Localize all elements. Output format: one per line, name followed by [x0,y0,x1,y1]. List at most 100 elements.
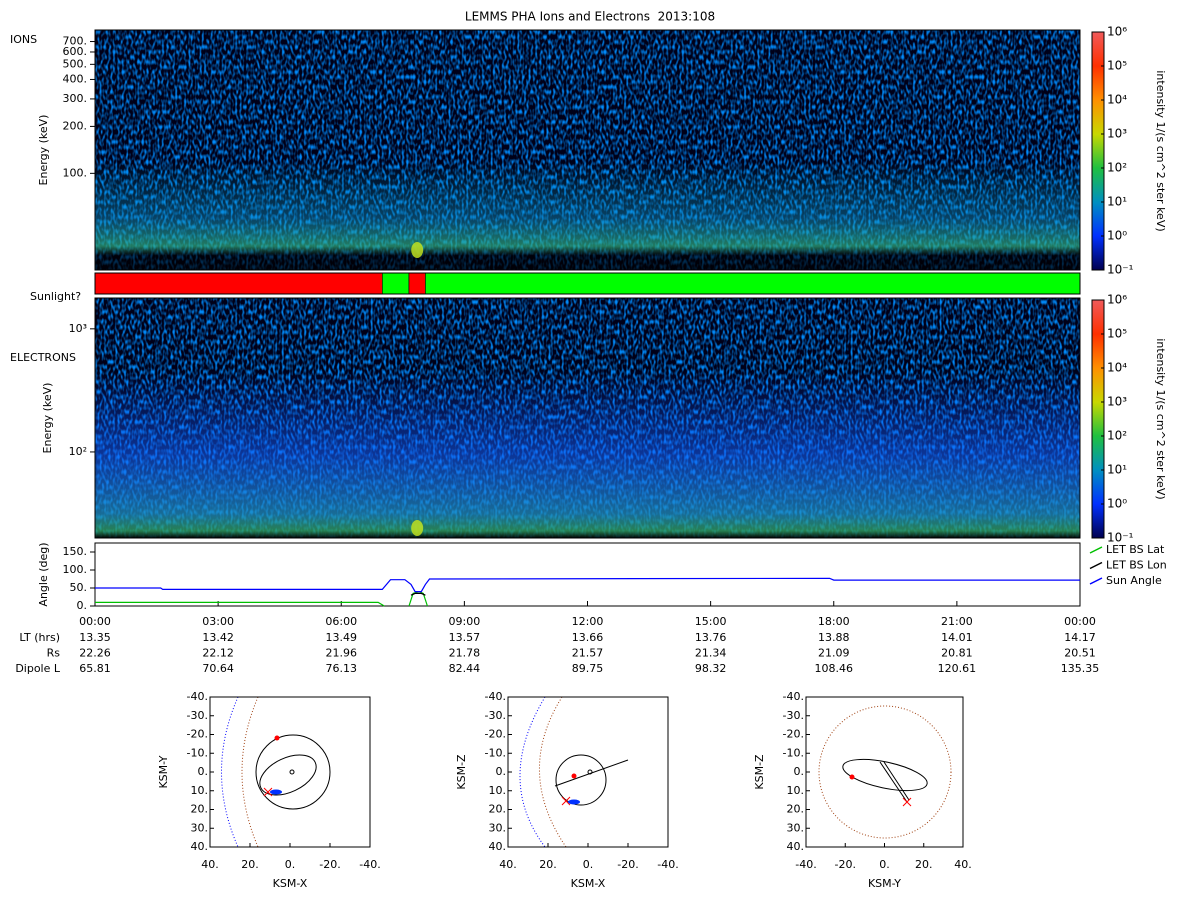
x-tick-label: 0. [285,858,296,871]
x-tick-label: 40. [499,858,517,871]
colorbar-tick-label: 10⁰ [1107,497,1127,511]
y-axis-label: KSM-Y [157,755,170,788]
y-tick-label: 10³ [69,322,87,335]
y-tick-label: 30. [787,821,805,834]
legend-swatch [1089,546,1103,554]
angle-line [95,590,428,607]
end-marker [561,796,571,806]
start-point [849,774,855,780]
ephemeris-value: 13.88 [818,631,850,644]
angle-line [95,577,1080,593]
ephemeris-value: 13.66 [572,631,604,644]
planet [289,769,295,775]
colorbar-tick-label: 10² [1107,161,1127,175]
ephemeris-value: 20.51 [1064,647,1096,660]
legend-label: LET BS Lat [1106,543,1165,556]
x-tick-label: -20. [617,858,638,871]
sunlight-frame [94,272,1081,295]
angle-line [410,592,426,596]
magnetopause [539,696,567,848]
x-tick-label: 0. [583,858,594,871]
spectrogram-glow [95,30,1080,270]
magnetopause [241,696,259,848]
spectrogram-hotspot [411,242,424,258]
x-tick-label: 40. [954,858,972,871]
y-tick-label: 100. [63,166,88,179]
x-tick-label: 00:00 [79,615,111,628]
ephemeris-value: 98.32 [695,662,727,675]
x-tick-label: 03:00 [202,615,234,628]
orbit-track [259,754,317,796]
spectrogram-glow [95,298,1080,538]
ephemeris-value: 135.35 [1061,662,1100,675]
y-tick-label: 50. [70,581,88,594]
y-tick-label: -40. [783,690,804,703]
y-axis-label: KSM-Z [753,754,766,790]
legend-swatch [1089,561,1103,570]
legend-label: Sun Angle [1106,574,1162,587]
y-tick-label: 10. [489,784,507,797]
trace [568,799,580,805]
y-axis-label: KSM-Z [455,754,468,790]
plot-frame [94,29,1081,271]
orbit-circle [255,734,331,810]
colorbar-label: intensity 1/(s cm^2 ster keV) [1154,338,1167,499]
end-marker [263,787,273,797]
y-tick-label: -40. [485,690,506,703]
ephemeris-value: 120.61 [938,662,977,675]
ephemeris-value: 20.81 [941,647,973,660]
y-tick-label: 0. [77,599,88,612]
legend-label: LET BS Lon [1106,559,1167,572]
y-tick-label: -40. [187,690,208,703]
colorbar-tick-label: 10¹ [1107,463,1127,477]
colorbar-tick-label: 10⁵ [1107,327,1127,341]
y-tick-label: -30. [485,709,506,722]
y-tick-label: -10. [783,746,804,759]
ephemeris-value: 76.13 [326,662,358,675]
y-tick-label: 200. [63,119,88,132]
colorbar-tick-label: 10⁻¹ [1107,531,1134,545]
ephemeris-value: 14.17 [1064,631,1096,644]
x-tick-label: -40. [359,858,380,871]
colorbar [1091,299,1105,539]
chart-title: LEMMS PHA Ions and Electrons 2013:108 [465,10,715,24]
y-tick-label: 400. [63,72,88,85]
y-tick-label: 40. [787,840,805,853]
y-axis-label: Energy (keV) [37,115,50,186]
end-marker [902,797,912,807]
x-tick-label: 20. [539,858,557,871]
ephemeris-value: 13.35 [79,631,111,644]
colorbar-tick-label: 10³ [1107,395,1127,409]
legend-swatch [1089,577,1103,585]
y-tick-label: 500. [63,57,88,70]
ephemeris-value: 70.64 [202,662,234,675]
ephemeris-value: 21.09 [818,647,850,660]
panel-label: ELECTRONS [10,351,76,364]
colorbar-tick-label: 10⁰ [1107,229,1127,243]
ephemeris-label: Rs [47,647,61,660]
y-tick-label: -30. [187,709,208,722]
x-tick-label: -40. [795,858,816,871]
y-tick-label: -10. [187,746,208,759]
bow-shock [221,696,239,848]
y-tick-label: 30. [191,821,209,834]
ephemeris-value: 14.01 [941,631,973,644]
colorbar-tick-label: 10⁴ [1107,93,1127,107]
ephemeris-value: 21.34 [695,647,727,660]
ephemeris-value: 22.12 [202,647,234,660]
plot-frame [94,297,1081,539]
start-point [571,773,577,779]
trace [270,789,282,795]
y-tick-label: -30. [783,709,804,722]
ephemeris-value: 13.49 [326,631,358,644]
ephemeris-value: 89.75 [572,662,604,675]
sunlight-label: Sunlight? [30,290,81,303]
ephemeris-value: 21.57 [572,647,604,660]
spectrogram-hotspot [411,520,424,536]
ephemeris-value: 82.44 [449,662,481,675]
colorbar [1091,31,1105,271]
y-tick-label: -10. [485,746,506,759]
x-tick-label: 12:00 [572,615,604,628]
